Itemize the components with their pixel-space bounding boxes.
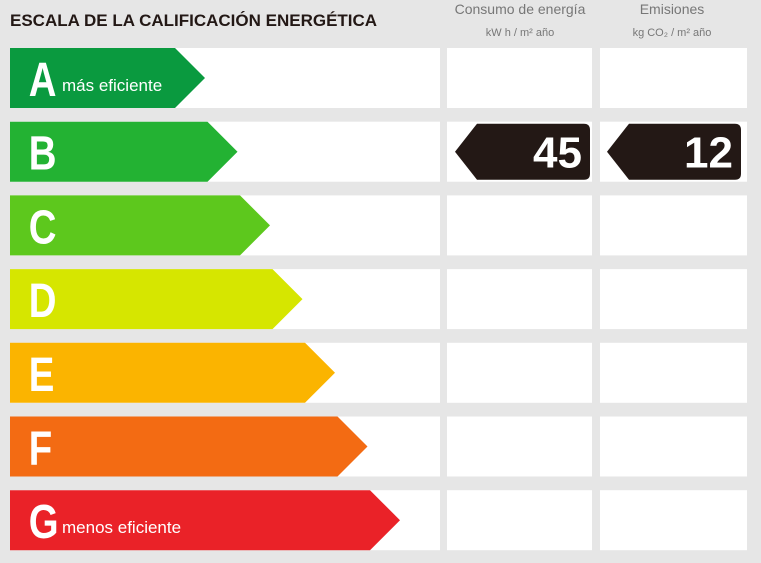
rating-arrow [10, 48, 205, 108]
column-unit: kW h / m² año [486, 27, 554, 39]
rating-note: más eficiente [62, 76, 162, 95]
value: 12 [684, 129, 733, 178]
rating-letter: G [29, 496, 59, 549]
cell [600, 48, 747, 108]
cell [447, 342, 592, 403]
rating-letter: B [29, 128, 57, 181]
cell [447, 490, 592, 551]
value: 45 [533, 129, 582, 178]
cell [447, 195, 592, 256]
rating-letter: E [29, 349, 55, 402]
rating-letter: D [29, 275, 57, 328]
rating-note: menos eficiente [62, 518, 181, 537]
cell [600, 269, 747, 330]
rating-arrow [10, 269, 303, 330]
cell [447, 416, 592, 477]
rating-arrow [10, 490, 400, 551]
rating-arrow [10, 195, 270, 256]
rating-letter: C [29, 201, 57, 254]
rating-letter: A [29, 54, 57, 107]
cell [600, 416, 747, 477]
cell [447, 269, 592, 330]
title: ESCALA DE LA CALIFICACIÓN ENERGÉTICA [10, 11, 377, 30]
cell [447, 48, 592, 108]
value-badge [607, 123, 741, 180]
column-title: Emisiones [640, 1, 705, 17]
column-unit: kg CO₂ / m² año [633, 27, 712, 39]
rating-letter: F [29, 423, 52, 476]
column-title: Consumo de energía [455, 1, 586, 17]
cell [600, 342, 747, 403]
rating-arrow [10, 416, 368, 477]
value-badge [455, 123, 590, 180]
rating-arrow [10, 342, 335, 403]
cell [600, 195, 747, 256]
rating-arrow [10, 121, 238, 182]
cell [600, 490, 747, 551]
